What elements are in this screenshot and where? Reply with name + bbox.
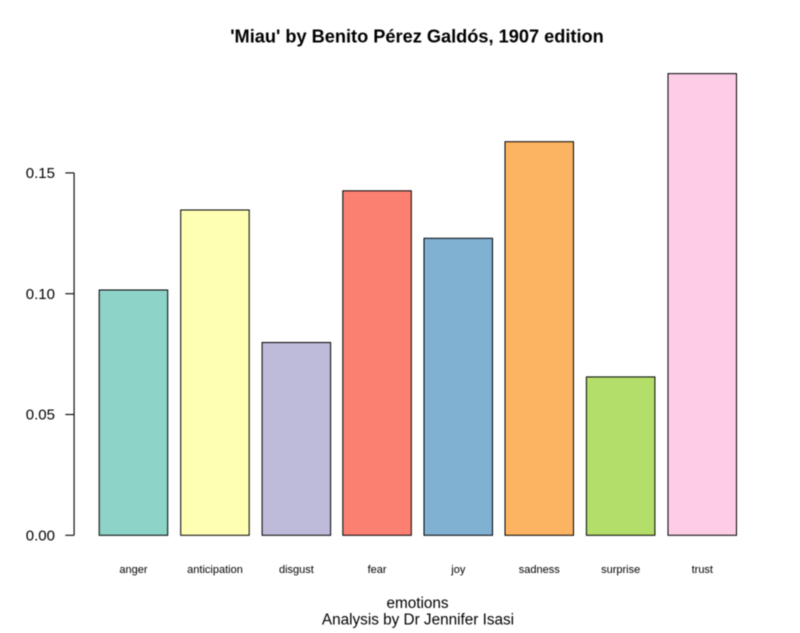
svg-text:anger: anger: [119, 564, 147, 576]
svg-text:0.00: 0.00: [26, 528, 55, 545]
svg-text:sadness: sadness: [519, 564, 560, 576]
svg-text:fear: fear: [368, 564, 387, 576]
svg-text:trust: trust: [692, 564, 713, 576]
svg-text:Analysis by Dr Jennifer Isasi: Analysis by Dr Jennifer Isasi: [322, 612, 514, 629]
svg-text:anticipation: anticipation: [187, 564, 243, 576]
svg-text:0.10: 0.10: [26, 286, 55, 303]
svg-text:joy: joy: [450, 564, 466, 576]
svg-text:surprise: surprise: [601, 564, 640, 576]
svg-text:disgust: disgust: [279, 564, 314, 576]
svg-text:emotions: emotions: [386, 595, 448, 612]
svg-text:0.05: 0.05: [26, 407, 55, 424]
svg-text:'Miau' by Benito Pérez Galdós,: 'Miau' by Benito Pérez Galdós, 1907 edit…: [230, 27, 604, 47]
svg-text:0.15: 0.15: [26, 165, 55, 182]
